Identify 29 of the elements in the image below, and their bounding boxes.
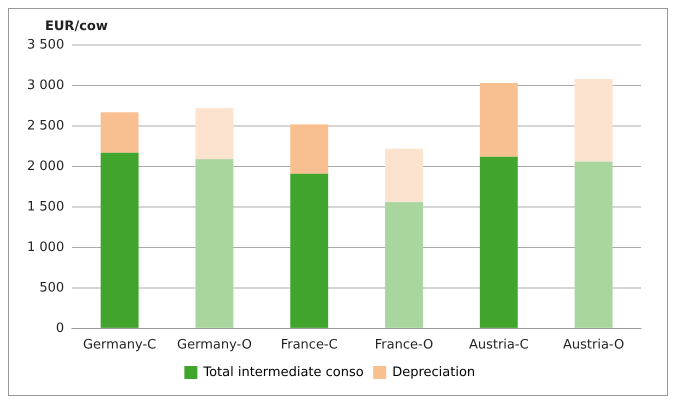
x-tick-label: Germany-O <box>177 338 252 353</box>
y-tick-label: 2 000 <box>27 158 64 174</box>
bar <box>480 156 518 328</box>
x-tick-label: France-C <box>280 338 338 353</box>
bar <box>385 202 423 328</box>
y-tick-label: 1 000 <box>27 240 64 255</box>
y-tick-label: 1 500 <box>27 199 64 214</box>
bar <box>574 79 613 162</box>
y-tick-label: 500 <box>39 280 64 296</box>
x-tick-label: Austria-O <box>562 338 624 353</box>
bar <box>385 148 423 202</box>
bar <box>195 108 234 160</box>
y-tick-label: 0 <box>56 320 64 336</box>
x-tick-label: Austria-C <box>468 338 529 353</box>
y-tick-label: 3 000 <box>27 78 64 93</box>
y-axis-title: EUR/cow <box>45 19 108 34</box>
bar <box>480 83 518 157</box>
bar <box>100 152 139 328</box>
bar <box>290 124 328 174</box>
legend-label: Depreciation <box>392 364 476 380</box>
x-tick-label: France-O <box>374 338 434 353</box>
bar <box>290 174 328 328</box>
bar <box>195 159 234 328</box>
bar <box>574 162 613 328</box>
bar <box>100 112 139 153</box>
x-tick-label: Germany-C <box>82 338 156 353</box>
legend-label: Total intermediate conso <box>202 364 364 380</box>
y-tick-label: 3 500 <box>27 37 64 52</box>
y-tick-label: 2 500 <box>27 118 64 134</box>
